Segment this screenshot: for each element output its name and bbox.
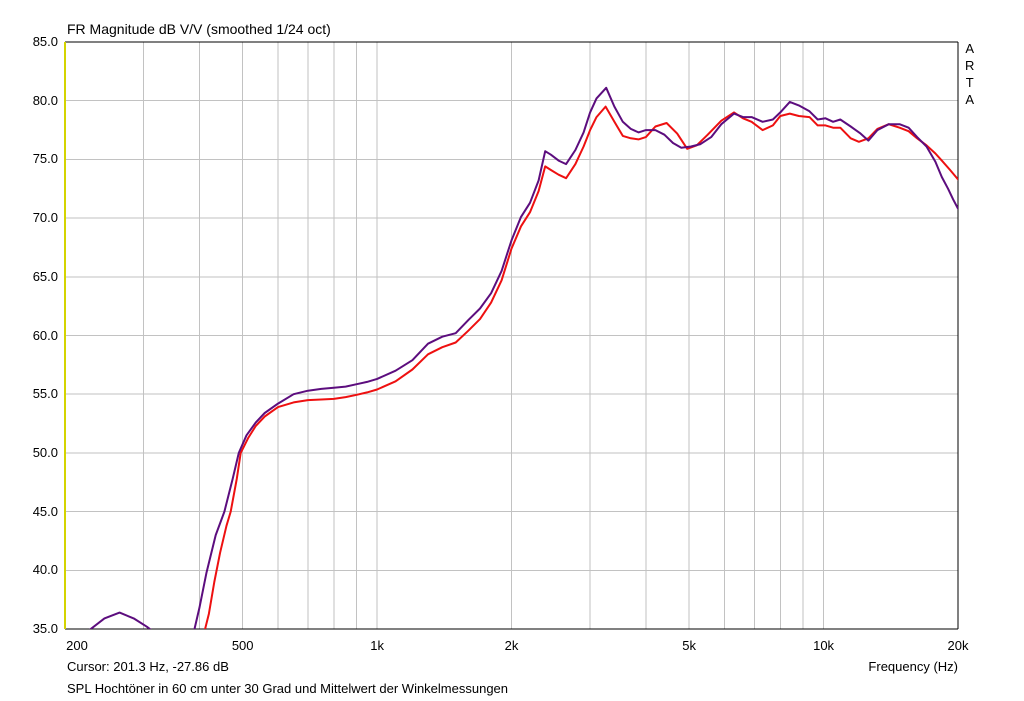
measurement-description: SPL Hochtöner in 60 cm unter 30 Grad und… — [67, 681, 509, 696]
y-tick-label: 40.0 — [32, 562, 58, 578]
x-tick-label: 200 — [66, 638, 88, 653]
x-tick-label: 1k — [370, 638, 384, 653]
cursor-readout: Cursor: 201.3 Hz, -27.86 dB — [67, 659, 229, 674]
x-tick-label: 5k — [682, 638, 697, 653]
arta-watermark-letter: T — [965, 75, 974, 90]
y-tick-label: 35.0 — [32, 621, 58, 636]
y-tick-label: 85.0 — [32, 34, 58, 49]
x-tick-label: 20k — [947, 638, 969, 653]
x-tick-label: 2k — [504, 638, 519, 653]
x-tick-label: 500 — [231, 638, 254, 653]
y-tick-label: 65.0 — [32, 268, 58, 284]
x-tick-label: 10k — [813, 638, 835, 653]
arta-watermark-letter: A — [965, 92, 975, 107]
y-tick-label: 75.0 — [32, 151, 58, 167]
y-tick-label: 80.0 — [32, 92, 58, 108]
y-tick-label: 70.0 — [32, 210, 58, 226]
arta-watermark-letter: R — [965, 58, 975, 73]
y-tick-label: 50.0 — [32, 444, 58, 460]
chart-title: FR Magnitude dB V/V (smoothed 1/24 oct) — [67, 21, 331, 37]
arta-watermark-letter: A — [965, 41, 975, 56]
curve-red — [204, 105, 958, 629]
y-tick-label: 60.0 — [32, 327, 58, 343]
y-tick-label: 45.0 — [32, 503, 58, 519]
y-tick-label: 55.0 — [32, 386, 58, 402]
x-axis-title: Frequency (Hz) — [868, 659, 958, 674]
curve-purple — [89, 86, 958, 629]
